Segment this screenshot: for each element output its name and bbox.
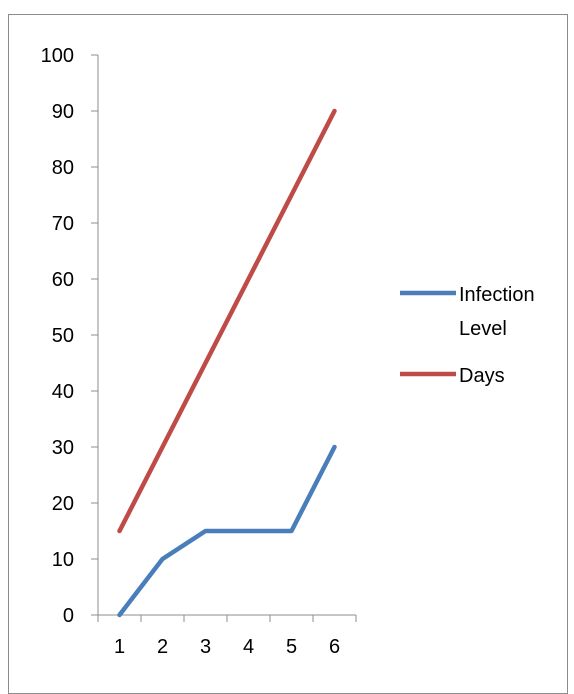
y-tick-label: 10 (52, 549, 74, 571)
y-tick-label: 0 (63, 605, 74, 627)
legend-label-infection-level: Level (459, 318, 507, 340)
x-tick-label: 6 (329, 636, 340, 658)
legend-label-infection-level: Infection (459, 284, 535, 306)
x-tick-label: 5 (286, 636, 297, 658)
legend: Infection Level Days (400, 284, 535, 387)
legend-label-days: Days (459, 365, 505, 387)
y-tick-label: 70 (52, 213, 74, 235)
y-tick-label: 100 (41, 45, 74, 67)
x-tick-label: 3 (200, 636, 211, 658)
y-tick-label: 80 (52, 157, 74, 179)
y-tick-label: 20 (52, 493, 74, 515)
y-tick-label: 40 (52, 381, 74, 403)
x-axis: 1 2 3 4 5 6 (98, 615, 356, 658)
series-lines (119, 111, 334, 615)
y-tick-label: 60 (52, 269, 74, 291)
x-tick-label: 4 (243, 636, 254, 658)
y-tick-label: 50 (52, 325, 74, 347)
y-axis: 0 10 20 30 40 50 60 70 80 90 100 (41, 45, 98, 627)
y-tick-label: 30 (52, 437, 74, 459)
series-line-days (120, 111, 335, 531)
x-tick-label: 1 (114, 636, 125, 658)
line-chart: 0 10 20 30 40 50 60 70 80 90 100 1 2 3 4 5 6 Infection L… (0, 0, 574, 677)
x-tick-label: 2 (157, 636, 168, 658)
y-tick-label: 90 (52, 101, 74, 123)
